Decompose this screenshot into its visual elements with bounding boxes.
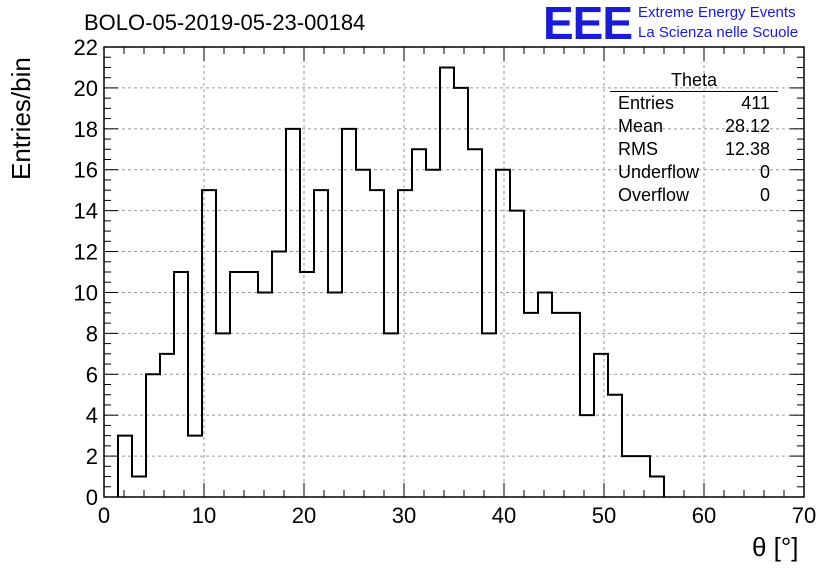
histogram-bin <box>272 252 286 497</box>
tick-labels: 0 10 20 30 40 50 60 70 0 2 4 6 8 10 12 14 16 18 20 22 <box>74 35 817 528</box>
stats-label: Underflow <box>618 162 700 182</box>
histogram-bin <box>454 88 468 497</box>
stats-label: Entries <box>618 93 675 113</box>
histogram-bin <box>370 190 384 497</box>
run-title: BOLO-05-2019-05-23-00184 <box>84 10 366 35</box>
x-tick-label: 10 <box>192 503 216 528</box>
histogram-bin <box>286 129 300 497</box>
brand-text: Extreme Energy Events La Scienza nelle S… <box>638 3 798 43</box>
axis-ticks <box>103 46 805 498</box>
x-axis-label: θ [°] <box>752 532 799 562</box>
stats-value: 411 <box>741 93 770 113</box>
histogram-bin <box>622 456 636 497</box>
stats-value: 28.12 <box>724 116 770 136</box>
histogram-bin <box>398 190 412 497</box>
histogram-bin <box>468 149 482 497</box>
plot-frame <box>103 46 805 498</box>
histogram-bin <box>608 395 622 497</box>
histogram-bin <box>552 313 566 497</box>
histogram-bin <box>636 456 650 497</box>
histogram-bin <box>216 333 230 497</box>
stats-value: 12.38 <box>724 139 770 159</box>
y-tick-label: 0 <box>86 485 98 510</box>
y-axis-label: Entries/bin <box>6 57 36 180</box>
histogram-bin <box>356 170 370 497</box>
histogram-bin <box>146 374 160 497</box>
y-tick-label: 14 <box>74 199 98 224</box>
histogram-bin <box>510 211 524 497</box>
histogram-outline <box>117 66 665 497</box>
y-tick-label: 18 <box>74 117 98 142</box>
y-tick-label: 12 <box>74 240 98 265</box>
stats-value: 0 <box>759 162 770 182</box>
y-tick-label: 16 <box>74 158 98 183</box>
stats-box: Theta Entries 411 Mean 28.12 RMS 12.38 U… <box>610 70 778 207</box>
x-tick-label: 40 <box>492 503 516 528</box>
histogram-bin <box>538 292 552 497</box>
x-tick-label: 0 <box>98 503 110 528</box>
stats-label: Overflow <box>618 185 690 205</box>
histogram-bin <box>230 272 244 497</box>
x-tick-label: 50 <box>592 503 616 528</box>
stats-row-overflow: Overflow 0 <box>610 184 778 207</box>
x-tick-label: 70 <box>792 503 816 528</box>
stats-title: Theta <box>610 70 778 92</box>
brand-line-1: Extreme Energy Events <box>638 4 796 21</box>
stats-value: 0 <box>759 185 770 205</box>
histogram-bin <box>384 333 398 497</box>
histogram-bin <box>342 129 356 497</box>
y-tick-label: 2 <box>86 444 98 469</box>
stats-label: RMS <box>618 139 658 159</box>
histogram-bin <box>328 292 342 497</box>
histogram-bin <box>258 292 272 497</box>
stats-row-entries: Entries 411 <box>610 92 778 115</box>
histogram-bin <box>524 313 538 497</box>
histogram-bin <box>300 272 314 497</box>
y-tick-label: 20 <box>74 76 98 101</box>
histogram-bin <box>594 354 608 497</box>
histogram-bin <box>580 415 594 497</box>
histogram-bin <box>650 477 664 497</box>
histogram-bin <box>188 436 202 497</box>
histogram-bin <box>160 354 174 497</box>
histogram-bin <box>440 67 454 497</box>
histogram-bin <box>412 149 426 497</box>
y-tick-label: 6 <box>86 362 98 387</box>
histogram-bin <box>496 170 510 497</box>
histogram-bin <box>202 190 216 497</box>
histogram-bin <box>174 272 188 497</box>
x-tick-label: 30 <box>392 503 416 528</box>
x-tick-label: 60 <box>692 503 716 528</box>
histogram-bins <box>118 67 664 497</box>
histogram-bin <box>244 272 258 497</box>
stats-row-rms: RMS 12.38 <box>610 138 778 161</box>
y-tick-label: 8 <box>86 321 98 346</box>
histogram-bin <box>566 313 580 497</box>
stats-row-underflow: Underflow 0 <box>610 161 778 184</box>
y-tick-label: 22 <box>74 35 98 60</box>
stats-row-mean: Mean 28.12 <box>610 115 778 138</box>
brand-line-2: La Scienza nelle Scuole <box>638 24 799 41</box>
y-tick-label: 4 <box>86 403 98 428</box>
x-tick-label: 20 <box>292 503 316 528</box>
histogram-bin <box>118 436 132 497</box>
grid-lines <box>104 47 804 497</box>
stats-label: Mean <box>618 116 664 136</box>
histogram-bin <box>132 477 146 497</box>
eee-logo: EEE <box>543 0 633 49</box>
histogram-bin <box>426 170 440 497</box>
histogram-bin <box>482 333 496 497</box>
y-tick-label: 10 <box>74 280 98 305</box>
histogram-bin <box>314 190 328 497</box>
